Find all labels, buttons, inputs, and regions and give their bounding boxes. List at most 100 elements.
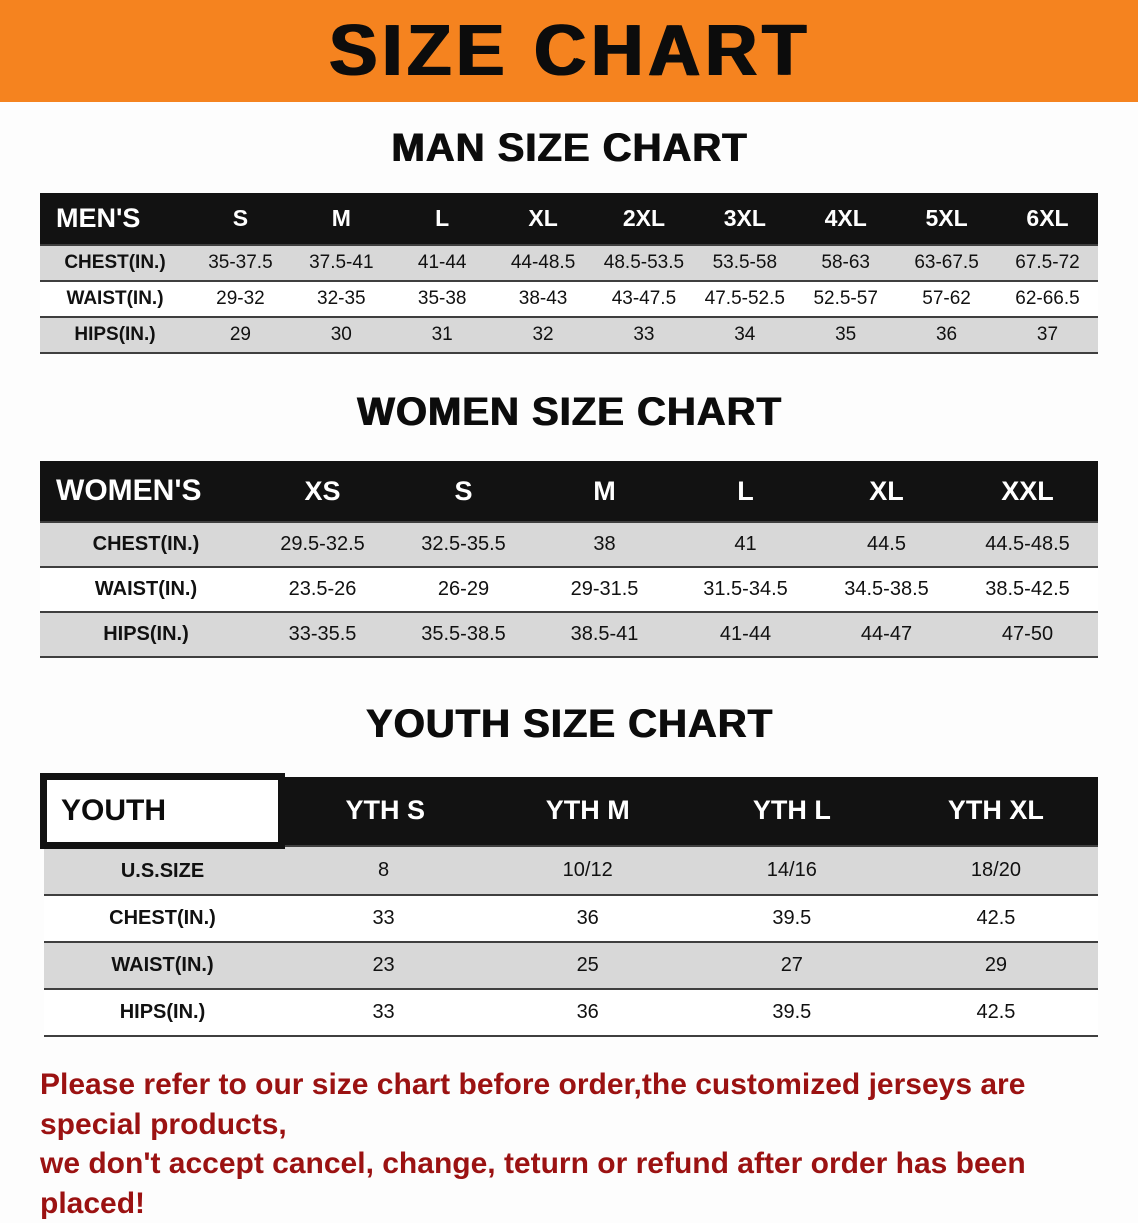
table-row: U.S.SIZE 8 10/12 14/16 18/20 — [43, 844, 1098, 895]
size-value: 29 — [893, 941, 1098, 989]
row-label: CHEST(IN.) — [40, 521, 252, 567]
row-label: WAIST(IN.) — [40, 566, 252, 612]
size-chart-banner: SIZE CHART — [0, 0, 1138, 102]
size-value: 44-48.5 — [492, 244, 594, 281]
size-value: 25 — [485, 941, 690, 989]
size-value: 35 — [795, 316, 897, 353]
size-value: 18/20 — [893, 844, 1098, 895]
size-value: 29-32 — [190, 280, 291, 317]
youth-section-heading: YOUTH SIZE CHART — [365, 702, 773, 746]
table-corner-label: WOMEN'S — [56, 474, 202, 507]
size-value: 43-47.5 — [593, 280, 695, 317]
size-value: 38-43 — [492, 280, 594, 317]
table-corner-label: YOUTH — [40, 773, 285, 849]
size-value: 41-44 — [675, 611, 816, 657]
size-value: 23 — [281, 941, 486, 989]
row-label: HIPS(IN.) — [40, 316, 190, 353]
size-column-header: XXL — [1001, 475, 1054, 506]
size-value: 48.5-53.5 — [593, 244, 695, 281]
size-value: 38.5-41 — [534, 611, 675, 657]
table-row: CHEST(IN.) 33 36 39.5 42.5 — [43, 894, 1098, 942]
size-column-header: YTH M — [545, 795, 630, 825]
size-column-header: XS — [304, 475, 341, 506]
size-column-header: M — [331, 205, 351, 231]
size-value: 47-50 — [957, 611, 1098, 657]
size-value: 63-67.5 — [896, 244, 997, 281]
size-value: 39.5 — [689, 988, 894, 1036]
size-column-header: 3XL — [723, 205, 766, 231]
size-value: 35-37.5 — [190, 244, 291, 281]
size-value: 39.5 — [689, 894, 894, 942]
size-value: 35.5-38.5 — [393, 611, 534, 657]
table-header-row: MEN'S S M L XL 2XL 3XL 4XL 5XL 6XL — [40, 193, 1098, 245]
table-row: HIPS(IN.) 33-35.5 35.5-38.5 38.5-41 41-44 44-… — [40, 611, 1098, 657]
men-size-section: MAN SIZE CHART MEN'S S M L XL 2XL 3XL 4XL 5XL 6XL… — [0, 126, 1138, 354]
youth-size-section: YOUTH SIZE CHART YOUTH YTH S YTH M YTH L YTH… — [0, 702, 1138, 1037]
size-value: 38.5-42.5 — [957, 566, 1098, 612]
size-column-header: S — [454, 475, 473, 506]
row-label: WAIST(IN.) — [40, 280, 190, 317]
disclaimer-line-2: we don't accept cancel, change, teturn o… — [40, 1147, 1026, 1220]
size-column-header: L — [737, 475, 754, 506]
size-value: 14/16 — [689, 844, 894, 895]
size-column-header: 2XL — [622, 205, 666, 231]
size-value: 37 — [997, 316, 1098, 353]
row-label: HIPS(IN.) — [43, 988, 282, 1036]
size-value: 47.5-52.5 — [694, 280, 796, 317]
size-value: 27 — [689, 941, 894, 989]
size-value: 33 — [593, 316, 695, 353]
size-value: 29.5-32.5 — [252, 521, 393, 567]
size-column-header: XL — [528, 205, 558, 231]
row-label: U.S.SIZE — [43, 844, 282, 895]
size-value: 57-62 — [896, 280, 997, 317]
size-value: 29-31.5 — [534, 566, 675, 612]
size-value: 67.5-72 — [997, 244, 1098, 281]
size-value: 8 — [281, 844, 486, 895]
size-value: 36 — [485, 988, 690, 1036]
size-value: 34 — [694, 316, 796, 353]
size-column-header: YTH XL — [947, 795, 1044, 825]
size-value: 42.5 — [893, 988, 1098, 1036]
size-value: 41 — [675, 521, 816, 567]
table-row: HIPS(IN.) 33 36 39.5 42.5 — [43, 988, 1098, 1036]
disclaimer-line-1: Please refer to our size chart before or… — [40, 1068, 1026, 1141]
size-column-header: L — [435, 205, 450, 231]
size-value: 33 — [281, 894, 486, 942]
men-size-table: MEN'S S M L XL 2XL 3XL 4XL 5XL 6XL CHEST(IN.) 35-37… — [40, 193, 1098, 354]
table-row: WAIST(IN.) 23 25 27 29 — [43, 941, 1098, 989]
size-value: 36 — [896, 316, 997, 353]
size-value: 32-35 — [290, 280, 392, 317]
size-value: 62-66.5 — [997, 280, 1098, 317]
size-column-header: 4XL — [824, 205, 867, 231]
table-header-row: YOUTH YTH S YTH M YTH L YTH XL — [40, 773, 1098, 849]
size-value: 32.5-35.5 — [393, 521, 534, 567]
page-title: SIZE CHART — [328, 11, 810, 91]
women-size-table: WOMEN'S XS S M L XL XXL CHEST(IN.) 29.5-32.5 32.5… — [40, 461, 1098, 658]
table-row: CHEST(IN.) 29.5-32.5 32.5-35.5 38 41 44.5 44.5… — [40, 521, 1098, 567]
size-column-header: XL — [869, 475, 904, 506]
row-label: WAIST(IN.) — [43, 941, 282, 989]
size-value: 26-29 — [393, 566, 534, 612]
size-value: 23.5-26 — [252, 566, 393, 612]
size-value: 52.5-57 — [795, 280, 897, 317]
row-label: CHEST(IN.) — [43, 894, 282, 942]
size-value: 36 — [485, 894, 690, 942]
size-column-header: 5XL — [925, 205, 968, 231]
disclaimer: Please refer to our size chart before or… — [40, 1065, 1126, 1223]
youth-size-table: YOUTH YTH S YTH M YTH L YTH XL U.S.SIZE 8 10/12… — [40, 773, 1098, 1037]
size-value: 33 — [281, 988, 486, 1036]
size-value: 37.5-41 — [290, 244, 392, 281]
women-size-section: WOMEN SIZE CHART WOMEN'S XS S M L XL XXL CHEST(… — [0, 390, 1138, 658]
size-column-header: S — [232, 205, 249, 231]
table-row: WAIST(IN.) 23.5-26 26-29 29-31.5 31.5-34.5 34… — [40, 566, 1098, 612]
size-column-header: M — [593, 475, 616, 506]
size-value: 30 — [290, 316, 392, 353]
size-value: 41-44 — [391, 244, 493, 281]
size-value: 33-35.5 — [252, 611, 393, 657]
size-value: 31.5-34.5 — [675, 566, 816, 612]
table-row: CHEST(IN.) 35-37.5 37.5-41 41-44 44-48.5 48.5… — [40, 244, 1098, 281]
size-column-header: YTH L — [752, 795, 831, 825]
size-column-header: YTH S — [345, 795, 426, 825]
size-value: 38 — [534, 521, 675, 567]
men-section-heading: MAN SIZE CHART — [390, 126, 748, 170]
